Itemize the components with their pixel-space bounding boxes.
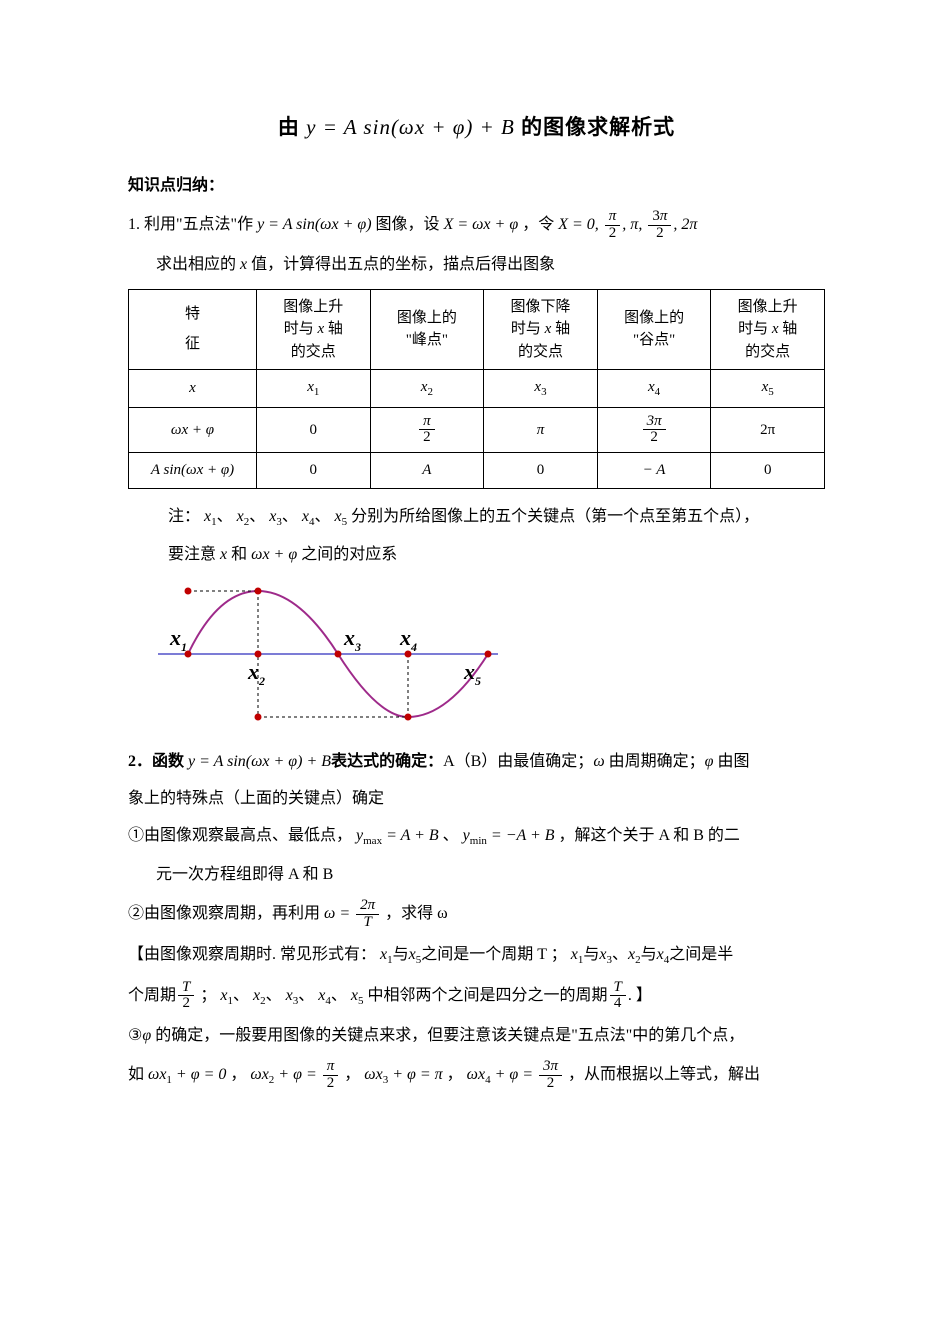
cell-x1: x1: [257, 370, 371, 408]
lbl-x2: x2: [247, 659, 265, 688]
table-row: x x1 x2 x3 x4 x5: [129, 370, 825, 408]
page-title: 由 y = A sin(ωx + φ) + B 的图像求解析式: [128, 110, 825, 146]
remark-period: 【由图像观察周期时. 常见形式有： x1与x5之间是一个周期 T ； x1与x3…: [128, 941, 825, 970]
title-pre: 由: [278, 115, 306, 139]
dot-peak: [255, 587, 262, 594]
note1-post: 分别为所给图像上的五个关键点（第一个点至第五个点），: [351, 508, 759, 525]
p2-pre: 2．函数 y = A sin(ωx + φ) + B表达式的确定：: [128, 753, 443, 770]
p1b-pre: 求出相应的: [156, 256, 240, 273]
cell-2pi: 2π: [711, 407, 825, 453]
sine-svg: x1 x2 x3 x4 x5: [148, 579, 508, 729]
item-1: 1. 利用"五点法"作 y = A sin(ωx + φ) 图像，设 X = ω…: [128, 209, 825, 242]
cell-wxphi: ωx + φ: [129, 407, 257, 453]
lbl-x4: x4: [399, 625, 417, 654]
th-col4: 图像上的"谷点": [597, 289, 711, 370]
cell-v4: − A: [597, 453, 711, 489]
th-feature-a: 特: [133, 303, 252, 326]
cell-x3: x3: [484, 370, 598, 408]
cell-pi2: π2: [370, 407, 484, 453]
item-2: 2．函数 y = A sin(ωx + φ) + B表达式的确定：A（B）由最值…: [128, 748, 825, 775]
note2-pre: 要注意: [168, 546, 220, 563]
remark-period-b: 个周期T2 ； x1、 x2、 x3、 x4、 x5 中相邻两个之间是四分之一的…: [128, 980, 825, 1013]
th-feature-b: 征: [133, 333, 252, 356]
dot-x3: [335, 650, 342, 657]
cell-pi: π: [484, 407, 598, 453]
th-col3: 图像下降时与 x 轴的交点: [484, 289, 598, 370]
p1-f2: X = ωx + φ: [444, 216, 519, 233]
lbl-x1: x1: [169, 625, 187, 654]
dot-trough: [405, 713, 412, 720]
cell-x: x: [129, 370, 257, 408]
th-col2: 图像上的"峰点": [370, 289, 484, 370]
note-line-2: 要注意 x 和 ωx + φ 之间的对应系: [168, 541, 825, 568]
table-row: A sin(ωx + φ) 0 A 0 − A 0: [129, 453, 825, 489]
cell-0: 0: [257, 407, 371, 453]
document-page: 由 y = A sin(ωx + φ) + B 的图像求解析式 知识点归纳： 1…: [0, 0, 945, 1142]
p1-f3-pre: X = 0,: [558, 216, 603, 233]
cell-3pi2: 3π2: [597, 407, 711, 453]
cell-v2: A: [370, 453, 484, 489]
sine-diagram: x1 x2 x3 x4 x5: [148, 579, 825, 738]
cell-x2: x2: [370, 370, 484, 408]
table-row: ωx + φ 0 π2 π 3π2 2π: [129, 407, 825, 453]
p1-f1: y = A sin(ωx + φ): [257, 216, 371, 233]
cell-asin: A sin(ωx + φ): [129, 453, 257, 489]
cell-x5: x5: [711, 370, 825, 408]
dot-x2axis: [255, 650, 262, 657]
note-line-1: 注： x1、 x2、 x3、 x4、 x5 分别为所给图像上的五个关键点（第一个…: [168, 503, 825, 532]
c1-pre: ①由图像观察最高点、最低点，: [128, 827, 352, 844]
c2-post: ，求得 ω: [381, 905, 448, 922]
cell-v3: 0: [484, 453, 598, 489]
p1-pre: 1. 利用"五点法"作: [128, 216, 257, 233]
p1-mid2: ，令: [518, 216, 558, 233]
c1-post: ，解这个关于 A 和 B 的二: [559, 827, 740, 844]
p1-f3: X = 0, π2, π, 3π2, 2π: [558, 216, 697, 233]
step-3b: 如 ωx1 + φ = 0 ， ωx2 + φ = π2 ， ωx3 + φ =…: [128, 1059, 825, 1092]
note1-pre: 注：: [168, 508, 204, 525]
p1-mid1: 图像，设: [372, 216, 444, 233]
th-col1: 图像上升时与 x 轴的交点: [257, 289, 371, 370]
step-3: ③φ 的确定，一般要用图像的关键点来求，但要注意该关键点是"五点法"中的第几个点…: [128, 1022, 825, 1049]
cell-x4: x4: [597, 370, 711, 408]
step-2: ②由图像观察周期，再利用 ω = 2πT ，求得 ω: [128, 898, 825, 931]
th-col5: 图像上升时与 x 轴的交点: [711, 289, 825, 370]
c3-pre: 【由图像观察周期时. 常见形式有：: [128, 946, 376, 963]
item-2b: 象上的特殊点（上面的关键点）确定: [128, 785, 825, 812]
c2-pre: ②由图像观察周期，再利用: [128, 905, 324, 922]
cell-v1: 0: [257, 453, 371, 489]
lbl-x5: x5: [463, 659, 481, 688]
table-row: 特 征 图像上升时与 x 轴的交点 图像上的"峰点" 图像下降时与 x 轴的交点…: [129, 289, 825, 370]
five-point-table: 特 征 图像上升时与 x 轴的交点 图像上的"峰点" 图像下降时与 x 轴的交点…: [128, 289, 825, 489]
th-feature: 特 征: [129, 289, 257, 370]
dot-top-left: [185, 587, 192, 594]
dot-bottom-left: [255, 713, 262, 720]
p2-t1: A（B）由最值确定；: [443, 753, 593, 770]
step-1b: 元一次方程组即得 A 和 B: [156, 861, 825, 888]
dot-x5: [485, 650, 492, 657]
heading-knowledge: 知识点归纳：: [128, 172, 825, 199]
step-1: ①由图像观察最高点、最低点， ymax = A + B 、 ymin = −A …: [128, 822, 825, 851]
p1b-post: 值，计算得出五点的坐标，描点后得出图象: [247, 256, 555, 273]
item-1b: 求出相应的 x 值，计算得出五点的坐标，描点后得出图象: [156, 251, 825, 278]
title-formula: y = A sin(ωx + φ) + B: [306, 115, 515, 139]
p1-f3-mid: , π,: [622, 216, 646, 233]
cell-v5: 0: [711, 453, 825, 489]
title-post: 的图像求解析式: [515, 115, 675, 139]
lbl-x3: x3: [343, 625, 361, 654]
p1-f3-post: , 2π: [673, 216, 697, 233]
